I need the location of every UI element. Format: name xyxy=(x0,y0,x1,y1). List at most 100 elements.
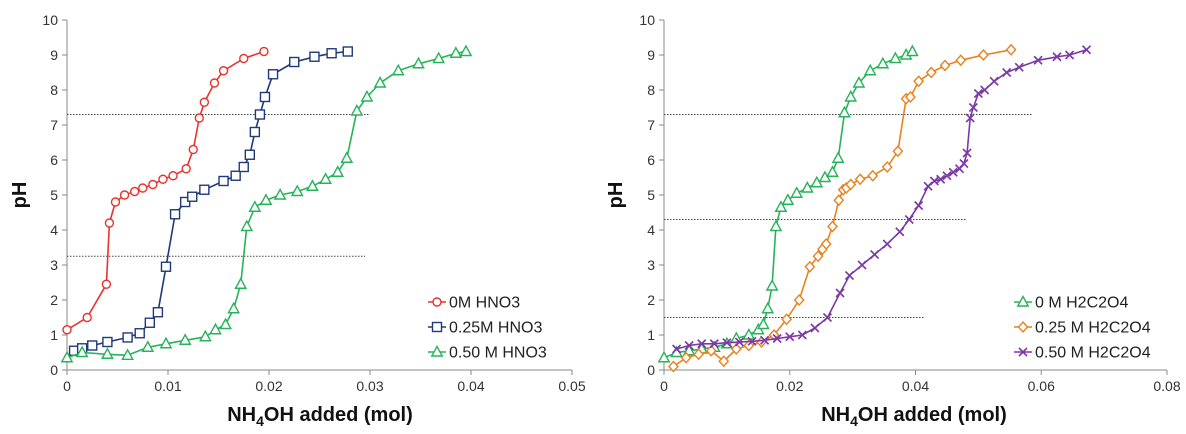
data-point xyxy=(259,193,273,205)
data-point xyxy=(254,109,266,120)
data-point xyxy=(888,51,902,64)
y-tick-label: 8 xyxy=(647,82,655,98)
data-point xyxy=(1081,45,1092,55)
data-point xyxy=(657,350,671,363)
x-tick-label: 0.06 xyxy=(1028,378,1055,394)
y-tick-label: 2 xyxy=(647,292,655,308)
data-point xyxy=(769,219,783,232)
data-point xyxy=(800,181,814,193)
data-point xyxy=(219,317,232,330)
data-point xyxy=(168,171,178,181)
data-point xyxy=(965,113,975,123)
x-tick-label: 0.03 xyxy=(356,378,383,394)
data-point xyxy=(693,348,705,361)
series-cross xyxy=(672,45,1092,354)
legend-label: 0.25M HNO3 xyxy=(449,320,542,337)
data-point xyxy=(929,176,939,186)
data-point xyxy=(75,345,89,358)
y-tick-label: 3 xyxy=(647,257,655,273)
data-point xyxy=(844,270,855,281)
data-point xyxy=(680,351,692,364)
data-point xyxy=(820,237,832,251)
data-point xyxy=(812,250,824,263)
data-point xyxy=(881,160,893,174)
data-point xyxy=(340,151,354,163)
legend-marker xyxy=(1017,320,1029,334)
data-point xyxy=(772,333,782,344)
series-circle xyxy=(62,46,269,335)
y-tick-label: 1 xyxy=(647,327,655,343)
data-point xyxy=(882,239,892,249)
data-point xyxy=(259,91,271,103)
legend-marker xyxy=(432,297,442,307)
data-point xyxy=(722,338,732,348)
data-point xyxy=(391,63,405,76)
x-tick-label: 0.01 xyxy=(154,378,181,394)
data-point xyxy=(101,279,112,289)
data-point xyxy=(178,333,192,345)
data-point xyxy=(326,48,337,59)
data-point xyxy=(876,56,890,69)
data-point xyxy=(194,113,205,123)
legend-label: 0.50 M H2C2O4 xyxy=(1035,345,1151,362)
series-triangle xyxy=(657,44,919,363)
data-point xyxy=(181,164,191,174)
x-tick-label: 0 xyxy=(660,378,668,394)
y-tick-label: 9 xyxy=(647,47,655,63)
data-point xyxy=(838,105,851,118)
data-point xyxy=(144,317,156,328)
data-point xyxy=(756,317,770,330)
data-point xyxy=(373,76,387,88)
data-point xyxy=(962,148,972,158)
data-point xyxy=(209,322,222,335)
data-point xyxy=(793,293,805,307)
x-tick-label: 0.02 xyxy=(255,378,282,394)
data-point xyxy=(948,167,958,177)
data-point xyxy=(781,193,795,205)
data-point xyxy=(134,328,145,339)
data-point xyxy=(810,323,820,333)
data-point xyxy=(199,184,210,195)
y-tick-label: 5 xyxy=(647,187,655,203)
data-point xyxy=(730,342,742,356)
data-point xyxy=(672,344,682,354)
y-tick-label: 4 xyxy=(647,222,655,238)
data-point xyxy=(835,288,845,298)
data-point xyxy=(110,197,121,207)
data-point xyxy=(844,90,858,102)
data-point xyxy=(857,260,867,270)
data-point xyxy=(160,261,172,272)
data-point xyxy=(863,63,877,76)
data-point xyxy=(158,174,168,184)
data-point xyxy=(309,51,320,62)
y-axis-label: pH xyxy=(9,182,31,209)
data-point xyxy=(1033,55,1043,65)
legend: 0 M H2C2O4 0.25 M H2C2O4 0.50 M H2C2O4 xyxy=(1014,295,1151,362)
data-point xyxy=(785,332,795,342)
x-tick-label: 0.08 xyxy=(1153,378,1180,394)
data-point xyxy=(273,188,287,200)
data-point xyxy=(290,184,304,197)
data-point xyxy=(734,337,745,347)
data-point xyxy=(82,312,92,323)
legend: 0M HNO3 0.25M HNO3 0.50 M HNO3 xyxy=(428,295,547,362)
data-point xyxy=(198,329,212,342)
series-triangle xyxy=(60,44,473,363)
data-point xyxy=(977,48,989,62)
data-point xyxy=(129,186,140,197)
data-point xyxy=(188,144,198,155)
data-point xyxy=(905,44,919,57)
data-point xyxy=(102,336,113,348)
x-tick-label: 0.02 xyxy=(776,378,803,394)
data-point xyxy=(218,175,229,187)
data-point xyxy=(331,165,345,177)
data-point xyxy=(122,332,133,343)
data-point xyxy=(104,218,115,228)
legend-label: 0M HNO3 xyxy=(449,295,520,312)
series-square xyxy=(68,46,353,356)
data-point xyxy=(905,90,916,104)
data-point xyxy=(1064,50,1075,60)
data-point xyxy=(914,200,924,211)
data-point xyxy=(218,66,229,76)
